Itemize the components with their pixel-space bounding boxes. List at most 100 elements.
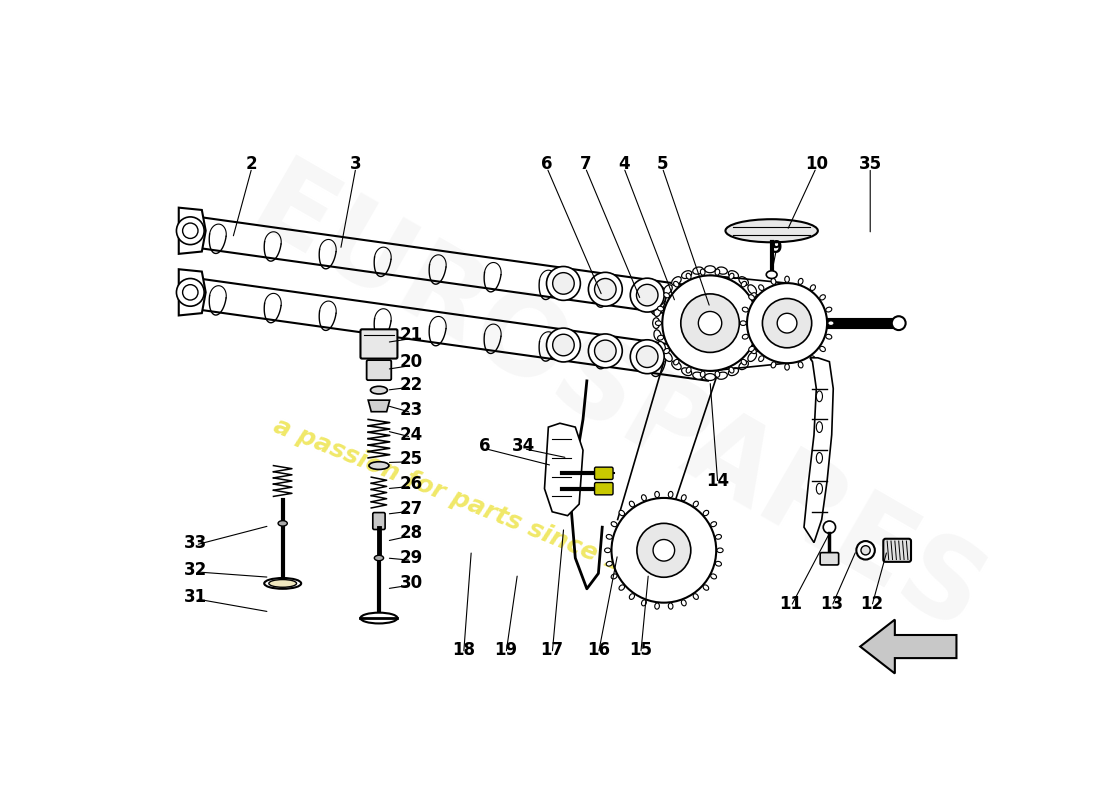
- Text: 16: 16: [587, 642, 609, 659]
- Ellipse shape: [726, 219, 818, 242]
- Ellipse shape: [673, 359, 679, 365]
- Text: 14: 14: [706, 472, 729, 490]
- FancyBboxPatch shape: [594, 467, 613, 479]
- Ellipse shape: [371, 386, 387, 394]
- Text: 30: 30: [399, 574, 422, 592]
- Ellipse shape: [820, 346, 825, 351]
- Ellipse shape: [693, 372, 703, 379]
- Ellipse shape: [757, 335, 762, 340]
- FancyBboxPatch shape: [821, 553, 838, 565]
- Ellipse shape: [757, 306, 762, 311]
- Circle shape: [552, 334, 574, 356]
- Circle shape: [747, 283, 827, 363]
- Circle shape: [552, 273, 574, 294]
- Text: 10: 10: [805, 154, 828, 173]
- Ellipse shape: [693, 267, 703, 274]
- Ellipse shape: [759, 356, 763, 362]
- Ellipse shape: [701, 371, 705, 378]
- Ellipse shape: [663, 349, 670, 354]
- Ellipse shape: [711, 574, 716, 579]
- Text: 33: 33: [184, 534, 207, 552]
- Ellipse shape: [759, 330, 767, 341]
- FancyBboxPatch shape: [366, 360, 392, 380]
- Circle shape: [681, 294, 739, 353]
- Ellipse shape: [784, 276, 790, 282]
- Circle shape: [823, 521, 836, 534]
- Ellipse shape: [653, 306, 661, 317]
- Circle shape: [630, 278, 664, 312]
- Ellipse shape: [739, 361, 748, 370]
- Ellipse shape: [749, 346, 755, 351]
- Ellipse shape: [652, 318, 660, 329]
- Circle shape: [588, 334, 623, 368]
- Ellipse shape: [826, 334, 832, 339]
- Ellipse shape: [742, 307, 748, 312]
- Ellipse shape: [767, 270, 777, 278]
- Text: 31: 31: [184, 587, 207, 606]
- Text: 11: 11: [780, 595, 802, 613]
- Ellipse shape: [755, 342, 762, 352]
- Ellipse shape: [672, 277, 681, 286]
- Ellipse shape: [728, 270, 738, 278]
- Ellipse shape: [612, 574, 617, 579]
- Ellipse shape: [673, 282, 679, 287]
- Ellipse shape: [264, 578, 301, 589]
- Circle shape: [637, 523, 691, 578]
- Ellipse shape: [748, 285, 757, 294]
- Circle shape: [547, 328, 581, 362]
- Ellipse shape: [729, 274, 734, 279]
- Text: 35: 35: [859, 154, 882, 173]
- Text: 34: 34: [513, 438, 536, 455]
- Ellipse shape: [686, 367, 691, 373]
- Ellipse shape: [619, 585, 625, 590]
- Ellipse shape: [705, 374, 715, 381]
- Ellipse shape: [715, 269, 719, 275]
- Ellipse shape: [728, 368, 738, 376]
- Ellipse shape: [729, 367, 734, 373]
- Ellipse shape: [828, 321, 834, 326]
- Ellipse shape: [760, 318, 768, 329]
- Ellipse shape: [811, 285, 815, 290]
- Text: 13: 13: [821, 595, 844, 613]
- Ellipse shape: [374, 555, 384, 561]
- Circle shape: [183, 223, 198, 238]
- Ellipse shape: [629, 594, 635, 599]
- Ellipse shape: [717, 372, 727, 379]
- Circle shape: [637, 284, 658, 306]
- Ellipse shape: [741, 282, 747, 287]
- Ellipse shape: [816, 422, 823, 433]
- Ellipse shape: [681, 494, 686, 501]
- Ellipse shape: [278, 521, 287, 526]
- Polygon shape: [178, 270, 206, 315]
- Text: 23: 23: [399, 401, 422, 419]
- Ellipse shape: [759, 285, 763, 290]
- Ellipse shape: [641, 600, 647, 606]
- Circle shape: [762, 298, 812, 348]
- Ellipse shape: [672, 361, 681, 370]
- Ellipse shape: [658, 306, 663, 311]
- Ellipse shape: [749, 294, 755, 300]
- Ellipse shape: [656, 321, 661, 326]
- Circle shape: [653, 539, 674, 561]
- FancyBboxPatch shape: [373, 513, 385, 530]
- Circle shape: [588, 272, 623, 306]
- Text: EUROSPARES: EUROSPARES: [233, 151, 1002, 657]
- Ellipse shape: [742, 334, 748, 339]
- Text: 18: 18: [452, 642, 475, 659]
- Ellipse shape: [816, 483, 823, 494]
- Circle shape: [176, 217, 205, 245]
- Ellipse shape: [717, 548, 723, 553]
- Circle shape: [176, 278, 205, 306]
- Text: a passion for parts since 1985: a passion for parts since 1985: [270, 414, 673, 595]
- Ellipse shape: [717, 267, 727, 274]
- Ellipse shape: [654, 491, 659, 498]
- Polygon shape: [368, 400, 389, 412]
- Ellipse shape: [663, 293, 670, 298]
- Ellipse shape: [705, 266, 715, 273]
- Ellipse shape: [693, 594, 698, 599]
- Ellipse shape: [669, 603, 673, 609]
- Ellipse shape: [669, 491, 673, 498]
- Text: 26: 26: [399, 475, 422, 493]
- Text: 9: 9: [770, 239, 782, 258]
- Ellipse shape: [811, 356, 815, 362]
